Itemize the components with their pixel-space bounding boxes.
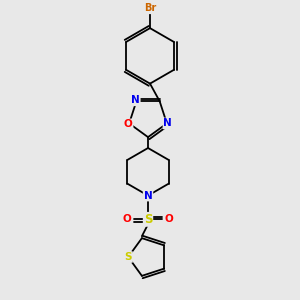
Text: O: O	[124, 119, 133, 129]
Text: O: O	[164, 214, 173, 224]
Text: N: N	[144, 190, 152, 201]
Text: Br: Br	[144, 3, 156, 13]
Text: S: S	[124, 252, 132, 262]
Text: S: S	[144, 213, 152, 226]
Text: N: N	[164, 118, 172, 128]
Text: O: O	[123, 214, 132, 224]
Text: N: N	[131, 95, 140, 105]
